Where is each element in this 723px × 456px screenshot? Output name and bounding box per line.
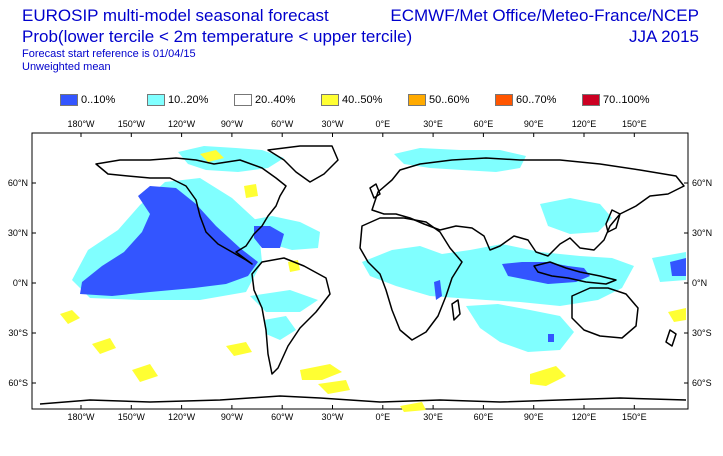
yellow-region-arctic (200, 150, 224, 162)
lon-tick-label-top: 30°W (321, 119, 344, 129)
lon-tick-label-top: 0°E (375, 119, 390, 129)
coast-new-zealand (665, 329, 677, 347)
coast-japan (605, 209, 621, 233)
lon-tick-label-top: 60°W (271, 119, 294, 129)
legend-swatch (234, 94, 252, 106)
lon-tick-label-bottom: 180°W (67, 412, 95, 422)
legend-swatch (147, 94, 165, 106)
lon-tick-label-bottom: 150°E (622, 412, 647, 422)
legend-item: 70..100% (582, 94, 669, 106)
lat-tick-label-right: 30°S (692, 328, 712, 338)
yellow-region-south-indian-east (668, 308, 686, 322)
lat-tick-label-left: 0°N (13, 278, 28, 288)
cyan-region-arctic (178, 146, 284, 172)
coast-africa (359, 217, 463, 341)
yellow-region-canada (244, 184, 258, 198)
legend-item: 10..20% (147, 94, 234, 106)
lon-tick-label-bottom: 90°E (524, 412, 544, 422)
lon-tick-label-top: 90°E (524, 119, 544, 129)
legend-item: 60..70% (495, 94, 582, 106)
legend-label: 10..20% (168, 94, 209, 106)
legend-swatch (408, 94, 426, 106)
lat-tick-label-right: 60°S (692, 378, 712, 388)
lon-tick-label-top: 120°W (168, 119, 196, 129)
lon-tick-label-bottom: 60°E (474, 412, 494, 422)
lon-tick-label-top: 60°E (474, 119, 494, 129)
yellow-region-south-pacific-3 (132, 364, 158, 382)
mean-type-label: Unweighted mean (22, 61, 111, 73)
legend-item: 40..50% (321, 94, 408, 106)
yellow-region-southern-ocean-3 (530, 366, 566, 386)
lon-tick-label-top: 150°E (622, 119, 647, 129)
cyan-region-sw-atlantic (264, 316, 296, 340)
legend-label: 40..50% (342, 94, 383, 106)
blue-region-south-indian-small (548, 334, 554, 342)
lon-tick-label-bottom: 120°E (572, 412, 597, 422)
cyan-region-east-asia (540, 198, 612, 234)
legend-label: 50..60% (429, 94, 470, 106)
lon-tick-label-top: 150°W (118, 119, 146, 129)
coast-europe-asia (371, 157, 685, 257)
lon-tick-label-bottom: 30°W (321, 412, 344, 422)
legend-item: 20..40% (234, 94, 321, 106)
coast-greenland (267, 145, 339, 183)
yellow-region-south-atlantic (226, 342, 252, 356)
map-title-line1: EUROSIP multi-model seasonal forecast (22, 6, 329, 25)
cyan-region-east-pacific-south (250, 290, 318, 312)
cyan-region-africa-indian (362, 244, 634, 306)
blue-region-east-africa (434, 280, 442, 300)
yellow-region-southern-ocean-1 (300, 364, 342, 380)
legend-item: 0..10% (60, 94, 147, 106)
coast-antarctica (39, 395, 687, 405)
map-title-line2: Prob(lower tercile < 2m temperature < up… (22, 27, 413, 46)
legend-item: 50..60% (408, 94, 495, 106)
legend-label: 60..70% (516, 94, 557, 106)
lat-tick-label-left: 30°N (8, 228, 28, 238)
lon-tick-label-bottom: 90°W (221, 412, 244, 422)
lon-tick-label-top: 90°W (221, 119, 244, 129)
legend-label: 70..100% (603, 94, 650, 106)
lon-tick-label-bottom: 150°W (118, 412, 146, 422)
legend-swatch (495, 94, 513, 106)
legend-swatch (60, 94, 78, 106)
lon-tick-label-bottom: 60°W (271, 412, 294, 422)
legend-label: 20..40% (255, 94, 296, 106)
coast-north-america (95, 157, 287, 265)
legend-label: 0..10% (81, 94, 116, 106)
coast-australia (571, 287, 639, 339)
yellow-region-southern-ocean-2 (318, 380, 350, 394)
blue-region-caribbean (254, 226, 284, 248)
season-label: JJA 2015 (629, 27, 699, 46)
yellow-region-south-pacific-2 (92, 338, 116, 354)
legend-swatch (582, 94, 600, 106)
lat-tick-label-left: 60°S (8, 378, 28, 388)
legend-swatch (321, 94, 339, 106)
lon-tick-label-top: 180°W (67, 119, 95, 129)
lat-tick-label-right: 30°N (692, 228, 712, 238)
centres-label: ECMWF/Met Office/Meteo-France/NCEP (390, 6, 699, 25)
lon-tick-label-bottom: 0°E (375, 412, 390, 422)
lon-tick-label-bottom: 120°W (168, 412, 196, 422)
coast-south-america (251, 257, 331, 375)
probability-legend: 0..10% 10..20% 20..40% 40..50% 50..60% 60..70… (60, 94, 669, 106)
probability-shading (60, 146, 686, 412)
lat-tick-label-left: 30°S (8, 328, 28, 338)
coast-uk (369, 183, 381, 199)
coast-indonesia (533, 261, 617, 285)
lon-tick-label-top: 120°E (572, 119, 597, 129)
yellow-region-southern-ocean-4 (400, 402, 426, 412)
blue-region-equatorial-east-pacific (670, 258, 686, 276)
coastlines (39, 145, 687, 405)
cyan-region-south-indian (466, 304, 574, 352)
forecast-start-reference: Forecast start reference is 01/04/15 (22, 48, 196, 60)
blue-region-pacific (80, 186, 258, 296)
yellow-region-south-pacific-1 (60, 310, 80, 324)
coast-madagascar (451, 299, 461, 321)
lat-tick-label-left: 60°N (8, 178, 28, 188)
lon-tick-label-bottom: 30°E (423, 412, 443, 422)
lat-tick-label-right: 60°N (692, 178, 712, 188)
lat-tick-label-right: 0°N (692, 278, 707, 288)
lon-tick-label-top: 30°E (423, 119, 443, 129)
